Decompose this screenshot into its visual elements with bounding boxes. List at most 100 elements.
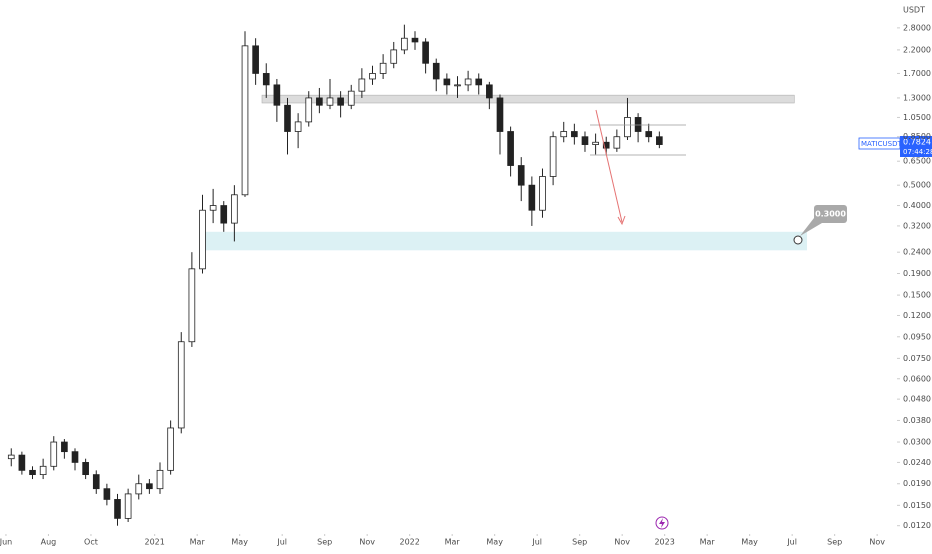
price-tag: [900, 136, 932, 157]
candle-body: [624, 117, 631, 138]
y-tick-label: 0.0380: [903, 416, 931, 425]
x-tick-label: Sep: [572, 538, 587, 547]
x-tick-label: 2023: [654, 538, 674, 547]
candle-body: [347, 90, 355, 106]
candle-body: [539, 176, 546, 211]
smiley-icon: [793, 235, 803, 245]
y-tick-label: 0.0240: [903, 458, 931, 467]
candle-body: [507, 131, 514, 166]
y-tick-label: 0.6500: [903, 157, 931, 166]
y-tick-label: 0.1900: [903, 269, 931, 278]
target-callout: [814, 205, 847, 223]
arrow-head: [617, 215, 626, 226]
candle-body: [475, 78, 483, 86]
candle-body: [294, 121, 302, 132]
candle-body: [92, 474, 100, 490]
candle-body: [305, 97, 313, 123]
y-tick-label: 1.7000: [903, 69, 931, 78]
candle-body: [177, 341, 185, 429]
y-tick-label: 0.0750: [903, 354, 931, 363]
candle-body: [369, 73, 376, 80]
candle-body: [231, 194, 238, 224]
x-tick-label: Jul: [531, 538, 542, 547]
candle-body: [337, 97, 344, 106]
candle-body: [273, 84, 281, 106]
candle-body: [61, 441, 68, 453]
y-tick-label: 0.0190: [903, 479, 931, 488]
x-tick-label: Sep: [827, 538, 842, 547]
y-tick-label: 0.0480: [903, 395, 931, 404]
candle-body: [316, 97, 323, 106]
candle-body: [549, 136, 557, 177]
x-tick-label: Jul: [276, 538, 287, 547]
candle-body: [114, 499, 121, 519]
callout-pointer: [800, 218, 822, 236]
zone: [199, 231, 808, 251]
x-tick-label: Aug: [41, 538, 57, 547]
candle-body: [401, 37, 408, 51]
y-tick-label: 0.0600: [903, 374, 931, 383]
candle-body: [602, 141, 610, 149]
candle-body: [199, 209, 206, 270]
candle-body: [592, 141, 599, 145]
candle-body: [571, 131, 578, 138]
candle-body: [146, 483, 153, 490]
arrow: [595, 109, 623, 223]
x-tick-label: Nov: [869, 538, 885, 547]
x-tick-label: Jun: [0, 538, 12, 547]
currency-label: USDT: [903, 6, 925, 15]
countdown: 07:44:28: [903, 148, 932, 156]
candle-body: [284, 104, 291, 132]
y-tick-label: 0.3200: [903, 221, 931, 230]
candle-body: [7, 454, 15, 460]
y-tick-label: 2.2000: [903, 45, 931, 54]
candle-body: [517, 165, 525, 186]
x-tick-label: Mar: [190, 538, 206, 547]
x-tick-label: Nov: [359, 538, 375, 547]
candle-body: [390, 49, 398, 64]
y-tick-label: 0.0150: [903, 501, 931, 510]
target-label: 0.3000: [815, 210, 846, 219]
candle-body: [167, 427, 174, 471]
last-price: 0.7824: [903, 138, 931, 147]
x-tick-label: May: [486, 538, 503, 547]
candle-body: [188, 268, 196, 343]
candle-body: [496, 97, 504, 132]
y-tick-label: 0.5000: [903, 181, 931, 190]
candle-body: [454, 84, 461, 87]
candle-body: [379, 62, 387, 74]
y-tick-label: 0.0950: [903, 332, 931, 341]
y-tick-label: 0.0300: [903, 438, 931, 447]
y-tick-label: 0.8500: [903, 132, 931, 141]
x-tick-label: May: [231, 538, 248, 547]
x-tick-label: 2021: [145, 538, 165, 547]
candle-body: [39, 465, 47, 476]
candle-body: [432, 62, 440, 80]
x-tick-label: Sep: [317, 538, 332, 547]
candle-body: [241, 45, 249, 196]
candle-body: [528, 184, 536, 211]
candle-body: [581, 136, 589, 145]
y-tick-label: 0.1500: [903, 291, 931, 300]
candle-body: [124, 493, 132, 519]
candle-body: [358, 78, 366, 92]
candle-body: [156, 469, 164, 490]
candle-body: [645, 131, 653, 138]
y-tick-label: 2.8000: [903, 23, 931, 32]
candle-body: [411, 37, 419, 43]
candle-body: [82, 462, 89, 476]
x-tick-label: Nov: [614, 538, 630, 547]
x-tick-label: Mar: [445, 538, 461, 547]
candle-body: [464, 78, 472, 86]
candle-body: [29, 469, 36, 476]
y-tick-label: 1.3000: [903, 93, 931, 102]
candle-body: [422, 41, 429, 64]
x-tick-label: Jul: [786, 538, 797, 547]
y-tick-label: 0.1200: [903, 311, 931, 320]
candle-body: [50, 441, 58, 467]
candle-body: [18, 454, 26, 471]
y-tick-label: 0.4000: [903, 201, 931, 210]
candle-body: [262, 73, 270, 86]
candle-body: [634, 117, 642, 132]
